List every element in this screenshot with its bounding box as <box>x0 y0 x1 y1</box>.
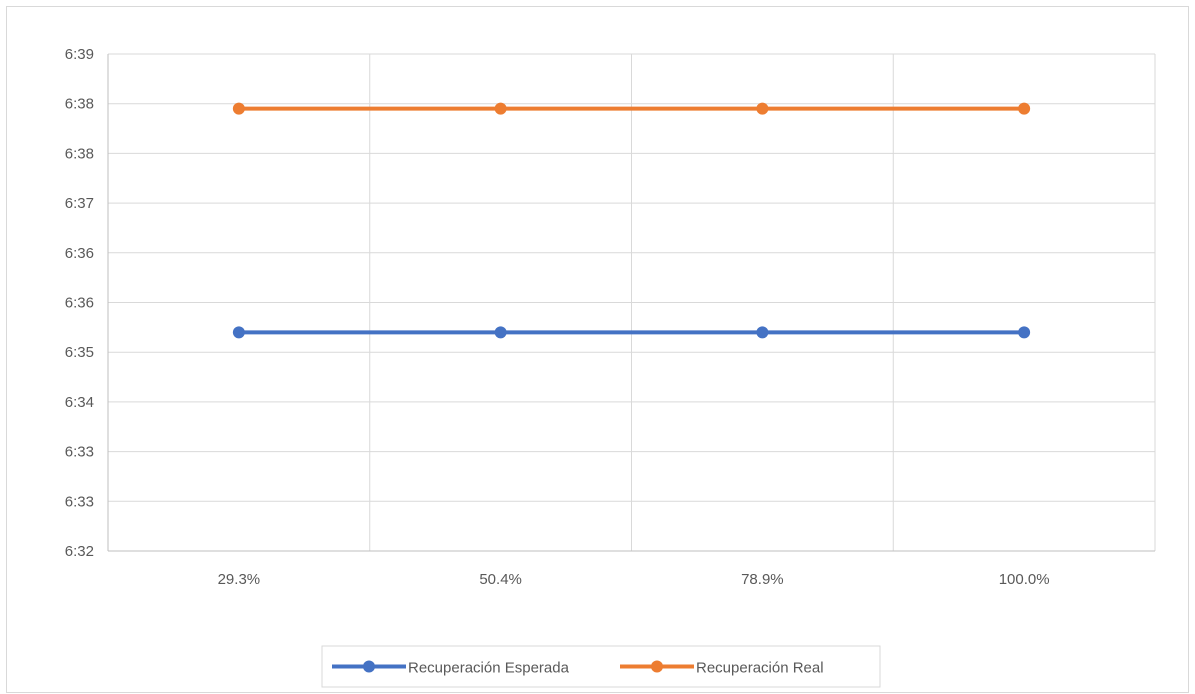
gridlines <box>108 53 1156 551</box>
axes <box>107 54 1155 552</box>
chart-area <box>6 6 1189 693</box>
series-point-0 <box>494 326 507 339</box>
x-tick-label: 50.4% <box>479 571 522 588</box>
legend-swatch-marker <box>363 660 375 673</box>
legend: Recuperación Esperada Recuperación Real <box>321 645 881 688</box>
legend-box <box>321 645 881 688</box>
x-tick-label: 78.9% <box>741 571 784 588</box>
series-point-0 <box>756 326 769 339</box>
y-tick-label: 6:35 <box>65 344 94 361</box>
y-tick-label: 6:33 <box>65 493 94 510</box>
series-point-0 <box>232 326 245 339</box>
y-tick-label: 6:39 <box>65 46 94 63</box>
y-tick-label: 6:38 <box>65 145 94 162</box>
legend-label: Recuperación Esperada <box>408 660 570 677</box>
series-point-0 <box>1018 326 1031 339</box>
series-point-1 <box>232 102 245 115</box>
y-tick-label: 6:37 <box>65 195 94 212</box>
y-tick-label: 6:32 <box>65 543 94 560</box>
x-tick-label: 100.0% <box>999 571 1050 588</box>
y-tick-label: 6:36 <box>65 245 94 262</box>
series-point-1 <box>1018 102 1031 115</box>
x-tick-label: 29.3% <box>218 571 261 588</box>
series-point-1 <box>756 102 769 115</box>
legend-label: Recuperación Real <box>696 660 824 677</box>
y-axis-ticks: 6:32 6:33 6:33 6:34 6:35 6:36 6:36 6:37 6:38 6:38… <box>65 46 94 560</box>
x-axis-ticks: 29.3% 50.4% 78.9% 100.0% <box>218 571 1050 588</box>
series-point-1 <box>494 102 507 115</box>
y-tick-label: 6:34 <box>65 394 94 411</box>
y-tick-label: 6:38 <box>65 96 94 113</box>
y-tick-label: 6:33 <box>65 444 94 461</box>
series-layer <box>232 102 1031 339</box>
legend-swatch-marker <box>651 660 663 673</box>
y-tick-label: 6:36 <box>65 295 94 312</box>
